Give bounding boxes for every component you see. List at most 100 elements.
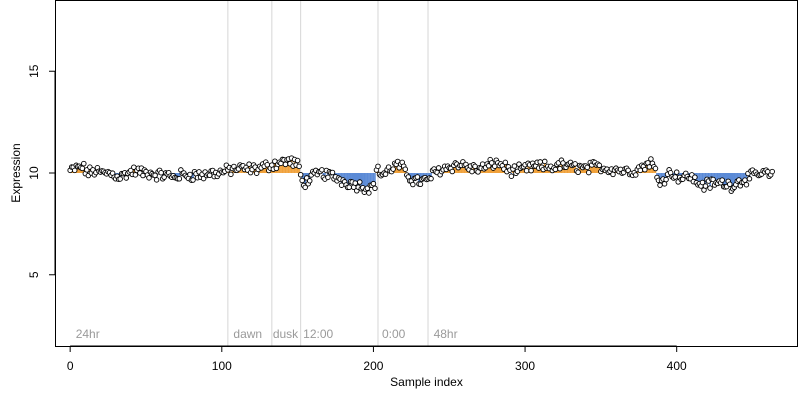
data-point bbox=[372, 185, 378, 192]
data-point bbox=[375, 163, 381, 170]
data-point bbox=[769, 168, 775, 175]
data-point bbox=[81, 160, 87, 167]
time-annotation: dusk bbox=[273, 327, 299, 341]
data-point bbox=[537, 159, 543, 165]
time-annotation: 0:00 bbox=[382, 327, 406, 341]
data-point bbox=[428, 175, 434, 182]
data-point bbox=[652, 165, 659, 172]
time-annotations: 24hr dawn dusk 12:00 0:00 48hr bbox=[76, 327, 458, 341]
y-axis: 5 10 15 bbox=[27, 64, 56, 278]
data-point bbox=[294, 157, 301, 164]
data-point bbox=[502, 159, 509, 166]
x-tick-label: 0 bbox=[67, 359, 74, 373]
data-point bbox=[123, 175, 130, 181]
data-point bbox=[206, 172, 213, 179]
data-point bbox=[469, 168, 475, 175]
data-point bbox=[417, 181, 424, 188]
data-point bbox=[743, 181, 750, 188]
x-tick-label: 200 bbox=[363, 359, 383, 373]
data-point bbox=[575, 169, 581, 175]
data-point bbox=[435, 165, 442, 171]
data-point bbox=[719, 177, 725, 183]
data-point bbox=[382, 171, 389, 177]
x-axis: 0 100 200 300 400 bbox=[67, 345, 687, 373]
data-point bbox=[410, 181, 416, 188]
data-point bbox=[542, 158, 548, 165]
data-point bbox=[228, 171, 234, 178]
data-point bbox=[508, 173, 515, 179]
time-annotation: dawn bbox=[233, 327, 262, 341]
time-annotation: 12:00 bbox=[303, 327, 333, 341]
y-tick-label: 10 bbox=[27, 166, 41, 180]
data-point bbox=[633, 172, 639, 178]
data-point bbox=[79, 165, 86, 172]
time-annotation: 24hr bbox=[76, 327, 100, 341]
data-point bbox=[746, 176, 753, 182]
data-point bbox=[552, 166, 559, 173]
data-point bbox=[727, 181, 733, 188]
x-tick-label: 300 bbox=[515, 359, 535, 373]
data-point bbox=[648, 156, 654, 162]
data-point bbox=[449, 168, 456, 175]
data-point bbox=[707, 185, 713, 191]
y-tick-label: 15 bbox=[27, 64, 41, 78]
x-tick-label: 100 bbox=[212, 359, 232, 373]
data-point bbox=[511, 163, 518, 169]
data-point bbox=[528, 167, 534, 174]
data-point bbox=[402, 166, 409, 172]
data-point bbox=[585, 169, 592, 176]
data-point bbox=[710, 176, 716, 183]
data-point bbox=[306, 178, 313, 184]
y-tick-label: 5 bbox=[27, 271, 41, 278]
data-points bbox=[67, 155, 775, 196]
data-point bbox=[190, 177, 196, 183]
data-point bbox=[132, 172, 139, 178]
data-point bbox=[319, 167, 325, 173]
data-point bbox=[302, 184, 308, 191]
data-point bbox=[346, 184, 352, 191]
data-point bbox=[673, 169, 680, 175]
data-point bbox=[140, 172, 146, 179]
data-point bbox=[414, 174, 421, 180]
data-point bbox=[146, 175, 152, 181]
data-point bbox=[357, 179, 363, 185]
data-point bbox=[663, 176, 669, 183]
data-point bbox=[742, 177, 748, 183]
x-tick-label: 400 bbox=[667, 359, 687, 373]
data-point bbox=[657, 182, 663, 188]
data-point bbox=[187, 171, 193, 178]
data-point bbox=[692, 174, 698, 180]
data-point bbox=[702, 183, 709, 189]
data-point bbox=[642, 166, 648, 173]
data-point bbox=[572, 161, 578, 167]
data-point bbox=[176, 176, 183, 182]
data-point bbox=[299, 177, 305, 184]
data-point bbox=[282, 161, 289, 168]
data-point bbox=[557, 165, 563, 172]
y-axis-label: Expression bbox=[9, 143, 23, 202]
data-point bbox=[117, 176, 123, 182]
data-point bbox=[699, 179, 706, 186]
data-point bbox=[329, 169, 336, 176]
data-point bbox=[523, 167, 530, 174]
data-point bbox=[71, 167, 78, 174]
data-point bbox=[297, 172, 304, 178]
data-point bbox=[153, 177, 160, 183]
data-point bbox=[584, 164, 590, 171]
data-point bbox=[296, 163, 302, 170]
data-point bbox=[246, 161, 252, 167]
data-point bbox=[672, 174, 678, 180]
data-point bbox=[325, 174, 331, 181]
x-axis-label: Sample index bbox=[390, 375, 463, 389]
data-point bbox=[488, 160, 495, 166]
time-annotation: 48hr bbox=[434, 327, 458, 341]
data-point bbox=[596, 162, 603, 169]
data-point bbox=[472, 163, 478, 170]
data-point bbox=[366, 190, 372, 196]
data-point bbox=[158, 169, 164, 176]
data-point bbox=[352, 180, 358, 186]
data-point bbox=[370, 180, 377, 187]
data-point bbox=[390, 166, 396, 172]
